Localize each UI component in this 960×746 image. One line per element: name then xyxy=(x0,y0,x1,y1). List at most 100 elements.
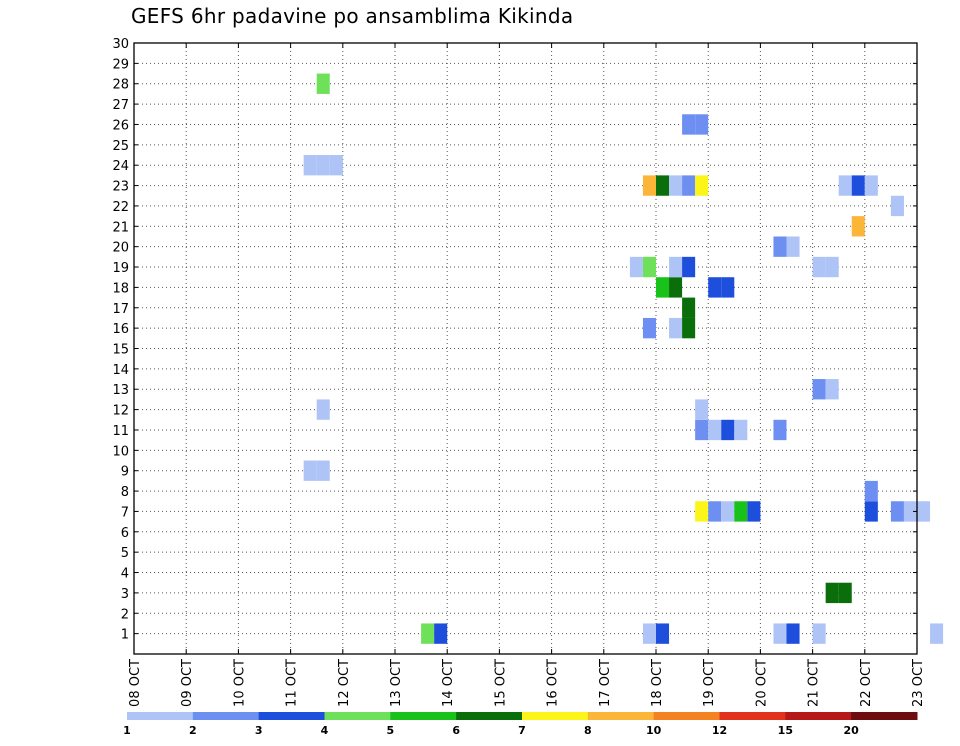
heatmap-cell xyxy=(812,623,826,644)
y-tick-label: 5 xyxy=(121,546,129,561)
colorbar-swatch xyxy=(522,712,589,720)
colorbar-label: 20 xyxy=(844,724,860,737)
y-tick-label: 29 xyxy=(112,57,129,72)
colorbar-swatch xyxy=(851,712,918,720)
y-tick-label: 28 xyxy=(112,78,129,93)
colorbar-swatch xyxy=(456,712,523,720)
y-tick-label: 26 xyxy=(112,118,129,133)
heatmap-cell xyxy=(629,256,643,278)
x-tick-label: 22 OCT xyxy=(859,659,874,707)
y-tick-label: 25 xyxy=(112,139,129,154)
y-tick-label: 6 xyxy=(121,526,129,541)
y-tick-label: 11 xyxy=(112,424,129,439)
x-tick-label: 08 OCT xyxy=(128,659,143,707)
colorbar-label: 15 xyxy=(778,724,793,737)
heatmap-cell xyxy=(721,501,735,522)
x-tick-label: 10 OCT xyxy=(232,659,247,707)
colorbar-swatch xyxy=(587,712,655,720)
y-tick-label: 9 xyxy=(121,465,129,480)
colorbar-swatch xyxy=(719,712,786,720)
heatmap-cell xyxy=(825,379,839,400)
colorbar-label: 8 xyxy=(584,724,592,737)
y-tick-label: 27 xyxy=(112,98,129,113)
heatmap-cell xyxy=(851,216,865,237)
heatmap-cell xyxy=(695,114,709,135)
x-tick-label: 20 OCT xyxy=(754,659,769,707)
heatmap-cell xyxy=(642,623,656,644)
heatmap-cell xyxy=(786,623,800,644)
y-tick-label: 18 xyxy=(112,281,129,296)
colorbar-label: 12 xyxy=(712,724,727,737)
heatmap-cell xyxy=(721,419,735,441)
heatmap-cell xyxy=(825,582,839,604)
y-tick-label: 1 xyxy=(121,628,129,643)
heatmap-cell xyxy=(669,317,683,339)
heatmap-cell xyxy=(303,155,317,176)
heatmap-cell xyxy=(695,419,709,441)
heatmap-cell xyxy=(838,175,852,196)
colorbar-label: 3 xyxy=(255,724,263,737)
heatmap-cell xyxy=(669,175,683,196)
y-tick-label: 16 xyxy=(112,322,129,337)
x-tick-label: 13 OCT xyxy=(389,659,404,707)
heatmap-cell xyxy=(695,399,709,420)
heatmap-cell xyxy=(838,582,852,604)
heatmap-cell xyxy=(747,501,761,522)
colorbar-label: 1 xyxy=(123,724,131,737)
x-tick-label: 18 OCT xyxy=(650,659,665,707)
heatmap-cell xyxy=(734,419,748,441)
heatmap-cell xyxy=(421,623,435,644)
x-tick-label: 16 OCT xyxy=(546,659,561,707)
y-tick-label: 22 xyxy=(112,200,129,215)
heatmap-cell xyxy=(864,480,878,502)
heatmap-cell xyxy=(329,155,343,176)
y-tick-label: 2 xyxy=(121,607,129,622)
y-tick-label: 13 xyxy=(112,383,129,398)
colorbar-swatch xyxy=(324,712,391,720)
heatmap-cell xyxy=(890,195,904,217)
colorbar-swatch xyxy=(390,712,457,720)
heatmap-cell xyxy=(708,501,722,522)
x-tick-label: 21 OCT xyxy=(807,659,822,707)
heatmap-cell xyxy=(825,256,839,278)
heatmap-cell xyxy=(695,501,709,522)
heatmap-cell xyxy=(721,277,735,298)
heatmap-cell xyxy=(864,175,878,196)
heatmap-cell xyxy=(812,256,826,278)
x-tick-label: 09 OCT xyxy=(180,659,195,707)
colorbar-swatch xyxy=(192,712,260,720)
heatmap-cell xyxy=(734,501,748,522)
heatmap-cell xyxy=(669,256,683,278)
heatmap-cell xyxy=(642,175,656,196)
chart-title: GEFS 6hr padavine po ansamblima Kikinda xyxy=(131,4,574,28)
heatmap-cell xyxy=(851,175,865,196)
y-tick-label: 12 xyxy=(112,404,129,419)
colorbar-label: 4 xyxy=(321,724,329,737)
heatmap-cell xyxy=(695,175,709,196)
heatmap-cell xyxy=(656,623,670,644)
heatmap-cell xyxy=(656,175,670,196)
y-tick-label: 17 xyxy=(112,302,129,317)
y-tick-label: 30 xyxy=(112,37,129,52)
heatmap-cell xyxy=(682,175,696,196)
x-tick-label: 19 OCT xyxy=(702,659,717,707)
heatmap-cell xyxy=(434,623,448,644)
y-tick-label: 20 xyxy=(112,241,129,256)
colorbar-label: 7 xyxy=(518,724,526,737)
heatmap-cell xyxy=(812,379,826,400)
y-tick-label: 3 xyxy=(121,587,129,602)
heatmap-cell xyxy=(773,236,787,257)
heatmap-cell xyxy=(303,460,317,481)
heatmap-cell xyxy=(669,277,683,298)
heatmap-cell xyxy=(773,623,787,644)
plot-frame xyxy=(133,42,918,655)
x-tick-label: 11 OCT xyxy=(285,659,300,707)
x-tick-label: 12 OCT xyxy=(337,659,352,707)
y-tick-label: 21 xyxy=(112,220,129,235)
y-tick-label: 15 xyxy=(112,343,129,358)
heatmap-cell xyxy=(642,317,656,339)
x-tick-label: 23 OCT xyxy=(911,659,926,707)
y-tick-label: 8 xyxy=(121,485,129,500)
